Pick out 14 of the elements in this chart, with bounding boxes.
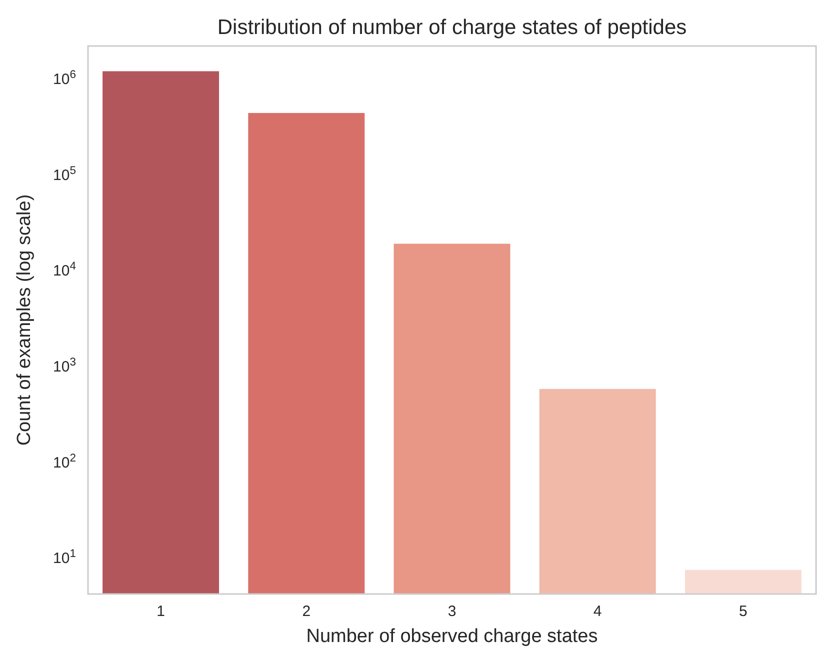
x-tick-label: 3 xyxy=(448,603,456,620)
y-tick-label: 10$^{1}$ xyxy=(53,548,76,568)
y-tick-label: 10$^{4}$ xyxy=(53,260,76,280)
y-tick-label: 10$^{2}$ xyxy=(53,452,76,472)
x-tick-label: 1 xyxy=(156,603,165,620)
y-tick-label: 10$^{6}$ xyxy=(53,69,76,88)
x-tick-label: 5 xyxy=(739,603,748,620)
x-tick-label: 4 xyxy=(593,603,602,620)
chart-title: Distribution of number of charge states of peptides xyxy=(217,16,687,39)
x-axis-title: Number of observed charge states xyxy=(306,626,598,647)
y-tick-label: 10$^{3}$ xyxy=(53,356,76,376)
x-tick-label: 2 xyxy=(302,603,311,620)
y-axis-title: Count of examples (log scale) xyxy=(14,194,35,446)
y-tick-label: 10$^{5}$ xyxy=(53,164,76,184)
